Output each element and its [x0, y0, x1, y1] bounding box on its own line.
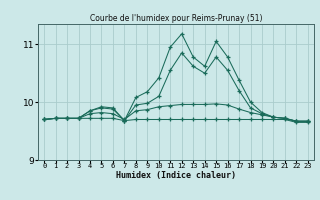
X-axis label: Humidex (Indice chaleur): Humidex (Indice chaleur): [116, 171, 236, 180]
Title: Courbe de l'humidex pour Reims-Prunay (51): Courbe de l'humidex pour Reims-Prunay (5…: [90, 14, 262, 23]
